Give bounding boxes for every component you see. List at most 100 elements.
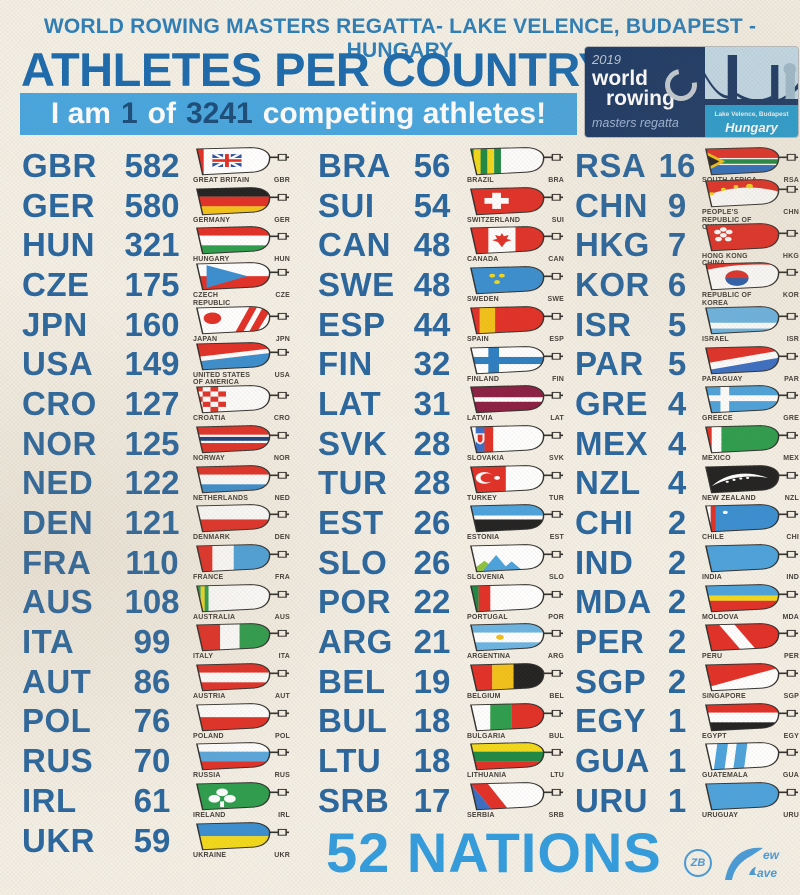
country-code-label: URU bbox=[783, 812, 799, 820]
blade-icon-ned: NETHERLANDS NED bbox=[193, 464, 290, 503]
athlete-count: 2 bbox=[667, 623, 687, 661]
athlete-count: 1 bbox=[667, 702, 687, 740]
country-code-label: USA bbox=[274, 371, 290, 379]
athlete-count: 61 bbox=[133, 781, 171, 819]
country-code-label: TUR bbox=[549, 494, 564, 502]
athlete-count: 99 bbox=[133, 623, 171, 661]
blade-label: SWITZERLAND SUI bbox=[467, 217, 564, 225]
athlete-count: 110 bbox=[125, 543, 179, 581]
athlete-count: 28 bbox=[413, 464, 451, 502]
blade-icon-ltu: LITHUANIA LTU bbox=[467, 742, 564, 780]
country-row: JPN 160 JAPAN JPN bbox=[22, 305, 290, 345]
blade-icon-bul: BULGARIA BUL bbox=[467, 702, 564, 741]
athlete-count: 32 bbox=[413, 345, 451, 383]
country-name: GUATEMALA bbox=[702, 772, 748, 780]
country-name: CROATIA bbox=[193, 415, 226, 423]
country-code: CHN bbox=[575, 186, 648, 224]
country-code-label: ESP bbox=[549, 335, 564, 343]
blade-icon-hun: HUNGARY HUN bbox=[193, 226, 290, 264]
country-code-label: CRO bbox=[273, 415, 290, 423]
zb-monogram-icon: ZB bbox=[684, 849, 712, 877]
column-2: BRA 56 BRAZIL BRA SUI 54 SWITZERLAND SUI CAN 48 CA… bbox=[318, 146, 564, 821]
country-code-label: GER bbox=[274, 216, 290, 224]
blade-icon-egy: EGYPT EGY bbox=[702, 702, 799, 741]
country-code-label: CHN bbox=[783, 209, 799, 217]
country-name: BRAZIL bbox=[467, 177, 494, 185]
country-row: HKG 7 HONG KONG CHINA HKG bbox=[575, 222, 799, 267]
country-row: ESP 44 SPAIN ESP bbox=[318, 305, 564, 345]
blade-label: SWEDEN SWE bbox=[467, 296, 564, 304]
country-code: SVK bbox=[318, 424, 388, 462]
country-row: SVK 28 SLOVAKIA SVK bbox=[318, 424, 564, 464]
country-code: GRE bbox=[575, 384, 649, 422]
world-rowing-logo-right: Lake Velence, Budapest Hungary bbox=[705, 47, 798, 137]
country-code-label: SRB bbox=[548, 812, 564, 820]
country-code-label: BEL bbox=[549, 693, 564, 700]
country-code: BEL bbox=[318, 662, 386, 700]
country-code: AUT bbox=[22, 662, 92, 700]
blade-label: CANADA CAN bbox=[467, 256, 564, 264]
country-row: DEN 121 DENMARK DEN bbox=[22, 503, 290, 543]
country-code: BRA bbox=[318, 146, 391, 184]
country-code: NZL bbox=[575, 464, 641, 502]
country-row: POR 22 PORTUGAL POR bbox=[318, 583, 564, 623]
blade-icon-uru: URUGUAY URU bbox=[702, 782, 799, 820]
blade-icon-sgp: SINGAPORE SGP bbox=[702, 663, 799, 701]
country-row: USA 149 UNITED STATES OF AMERICA USA bbox=[22, 341, 290, 387]
country-row: UKR 59 UKRAINE UKR bbox=[22, 821, 290, 861]
country-code: KOR bbox=[575, 265, 650, 303]
country-code: BUL bbox=[318, 702, 388, 740]
country-code: FRA bbox=[22, 543, 92, 581]
blade-icon-kor: REPUBLIC OF KOREA KOR bbox=[702, 262, 799, 307]
country-code: ITA bbox=[22, 623, 75, 661]
logo-country: Hungary bbox=[725, 120, 778, 135]
country-name: URUGUAY bbox=[702, 812, 739, 820]
country-name: LITHUANIA bbox=[467, 772, 507, 780]
blade-label: REPUBLIC OF KOREA KOR bbox=[702, 292, 799, 307]
country-code-label: NED bbox=[274, 494, 290, 502]
banner-text-2: of bbox=[147, 97, 176, 130]
blade-icon-srb: SERBIA SRB bbox=[467, 782, 564, 820]
country-code-label: LTU bbox=[550, 772, 564, 780]
logo-brand-line2: rowing bbox=[606, 86, 675, 110]
column-1: GBR 582 GREAT BRITAIN GBR GER 580 GERMANY GER HU… bbox=[22, 146, 290, 860]
logo-brand-line1: world bbox=[592, 67, 648, 90]
athlete-count: 2 bbox=[667, 504, 687, 542]
country-row: SLO 26 SLOVENIA SLO bbox=[318, 543, 564, 583]
country-row: MDA 2 MOLDOVA MDA bbox=[575, 583, 799, 623]
athlete-count: 28 bbox=[413, 424, 451, 462]
athlete-count: 127 bbox=[124, 384, 180, 422]
athlete-count: 5 bbox=[667, 345, 687, 383]
blade-label: JAPAN JPN bbox=[193, 336, 290, 344]
athlete-count: 125 bbox=[124, 424, 180, 462]
blade-icon-cze: CZECH REPUBLIC CZE bbox=[193, 262, 290, 307]
athlete-count: 1 bbox=[667, 742, 687, 780]
country-code-label: NOR bbox=[273, 454, 290, 462]
country-code: HUN bbox=[22, 226, 95, 264]
country-name: CZECH REPUBLIC bbox=[193, 292, 231, 307]
country-code: LAT bbox=[318, 384, 382, 422]
country-row: BUL 18 BULGARIA BUL bbox=[318, 702, 564, 742]
country-code: MDA bbox=[575, 583, 652, 621]
country-name: IRELAND bbox=[193, 812, 226, 820]
country-name: LATVIA bbox=[467, 415, 493, 423]
athlete-count-banner: I am 1 of 3241 competing athletes! bbox=[20, 93, 577, 135]
athlete-count: 31 bbox=[413, 384, 451, 422]
country-row: BRA 56 BRAZIL BRA bbox=[318, 146, 564, 186]
country-code: POR bbox=[318, 583, 392, 621]
country-row: PER 2 PERU PER bbox=[575, 622, 799, 662]
country-code: SGP bbox=[575, 662, 647, 700]
country-name: NORWAY bbox=[193, 454, 225, 462]
blade-label: UNITED STATES OF AMERICA USA bbox=[193, 372, 290, 387]
country-name: INDIA bbox=[702, 573, 723, 581]
blade-label: MOLDOVA MDA bbox=[702, 614, 799, 622]
country-code: NOR bbox=[22, 424, 97, 462]
country-code: RUS bbox=[22, 742, 94, 780]
sponsor-logos: ZB ew ave bbox=[684, 842, 791, 884]
country-code: TUR bbox=[318, 464, 388, 502]
blade-icon-swe: SWEDEN SWE bbox=[467, 266, 564, 304]
blade-icon-rus: RUSSIA RUS bbox=[193, 742, 290, 780]
athlete-count: 175 bbox=[124, 265, 180, 303]
blade-icon-den: DENMARK DEN bbox=[193, 504, 290, 542]
country-name: SLOVAKIA bbox=[467, 454, 505, 462]
